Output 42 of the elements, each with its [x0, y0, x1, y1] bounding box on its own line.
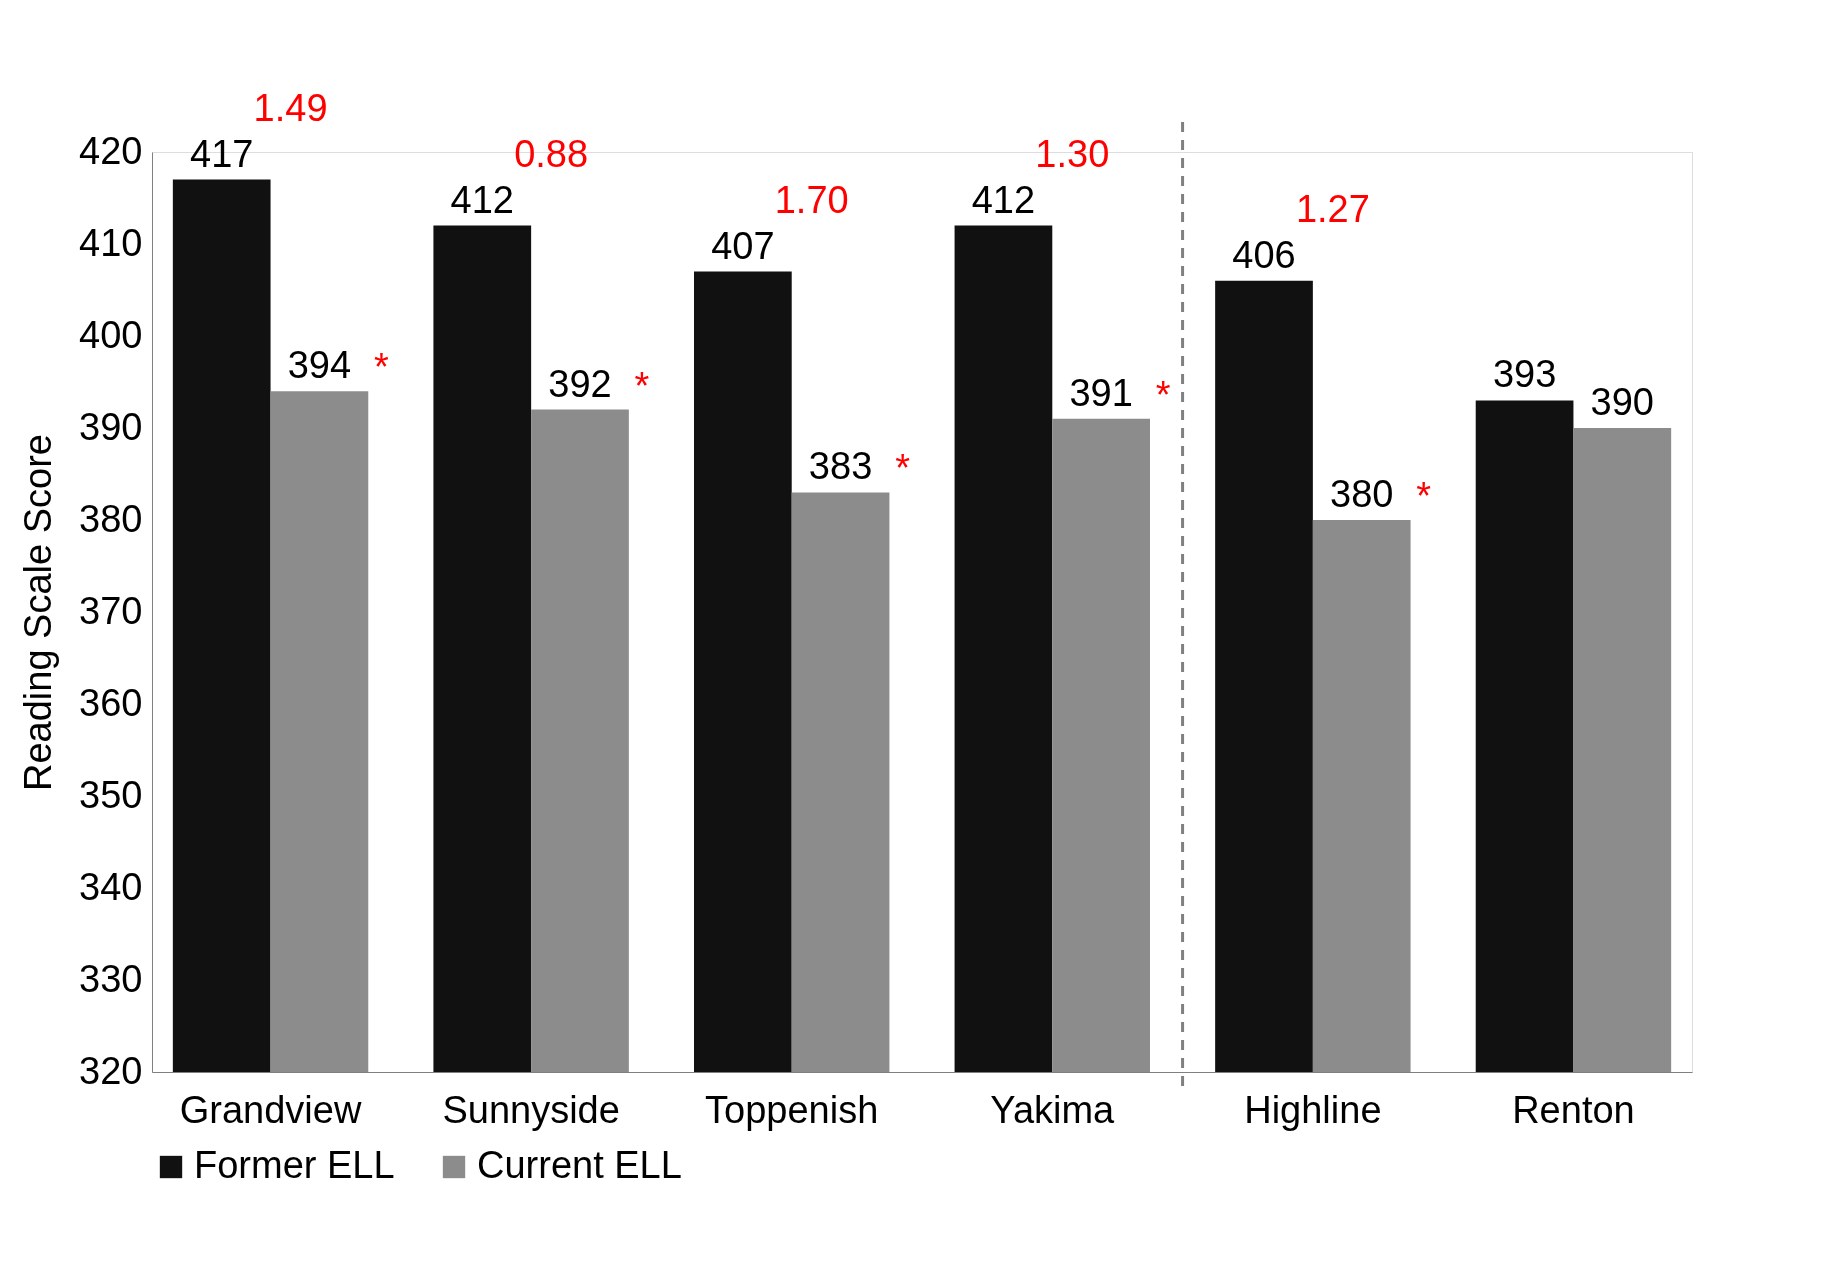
y-tick-label: 370: [79, 589, 143, 632]
data-label: 390: [1590, 381, 1654, 423]
annotation: 0.88: [514, 132, 589, 175]
x-tick-label: Renton: [1512, 1088, 1635, 1131]
y-axis-title: Reading Scale Score: [17, 434, 60, 791]
y-tick-label: 380: [79, 497, 143, 540]
data-label: 380: [1330, 473, 1394, 515]
annotation: 1.27: [1295, 187, 1370, 230]
x-tick-label: Toppenish: [705, 1088, 879, 1131]
y-tick-label: 420: [79, 129, 143, 172]
annotation: *: [634, 364, 650, 407]
data-label: 417: [190, 132, 254, 175]
data-label: 394: [287, 344, 352, 387]
data-label: 391: [1069, 371, 1133, 414]
legend-label: Current ELL: [477, 1144, 682, 1186]
data-label: 383: [808, 445, 873, 488]
data-label: 412: [450, 178, 514, 221]
data-label: 393: [1492, 353, 1557, 396]
data-label: 412: [971, 178, 1036, 221]
legend-label: Former ELL: [194, 1144, 395, 1186]
y-tick-label: 320: [79, 1049, 143, 1092]
y-tick-label: 340: [79, 865, 143, 908]
data-label: 406: [1232, 233, 1296, 276]
x-tick-label: Sunnyside: [442, 1088, 620, 1131]
y-tick-label: 390: [79, 405, 143, 448]
y-tick-label: 410: [79, 221, 143, 264]
x-tick-label: Yakima: [990, 1088, 1116, 1131]
y-tick-label: 350: [79, 773, 143, 816]
annotation: 1.70: [774, 178, 849, 221]
text: 1.49: [253, 86, 328, 129]
x-tick-label: Highline: [1244, 1088, 1382, 1131]
data-label: 407: [711, 224, 775, 267]
y-tick-label: 330: [79, 957, 143, 1000]
annotation: *: [1416, 475, 1432, 517]
annotation: *: [895, 447, 911, 490]
y-tick-label: 360: [79, 681, 143, 724]
data-label: 392: [548, 362, 612, 405]
x-tick-label: Grandview: [179, 1088, 362, 1131]
y-tick-label: 400: [79, 313, 143, 356]
annotation: 1.30: [1035, 132, 1110, 175]
annotation: *: [374, 346, 390, 389]
annotation: *: [1155, 373, 1171, 416]
